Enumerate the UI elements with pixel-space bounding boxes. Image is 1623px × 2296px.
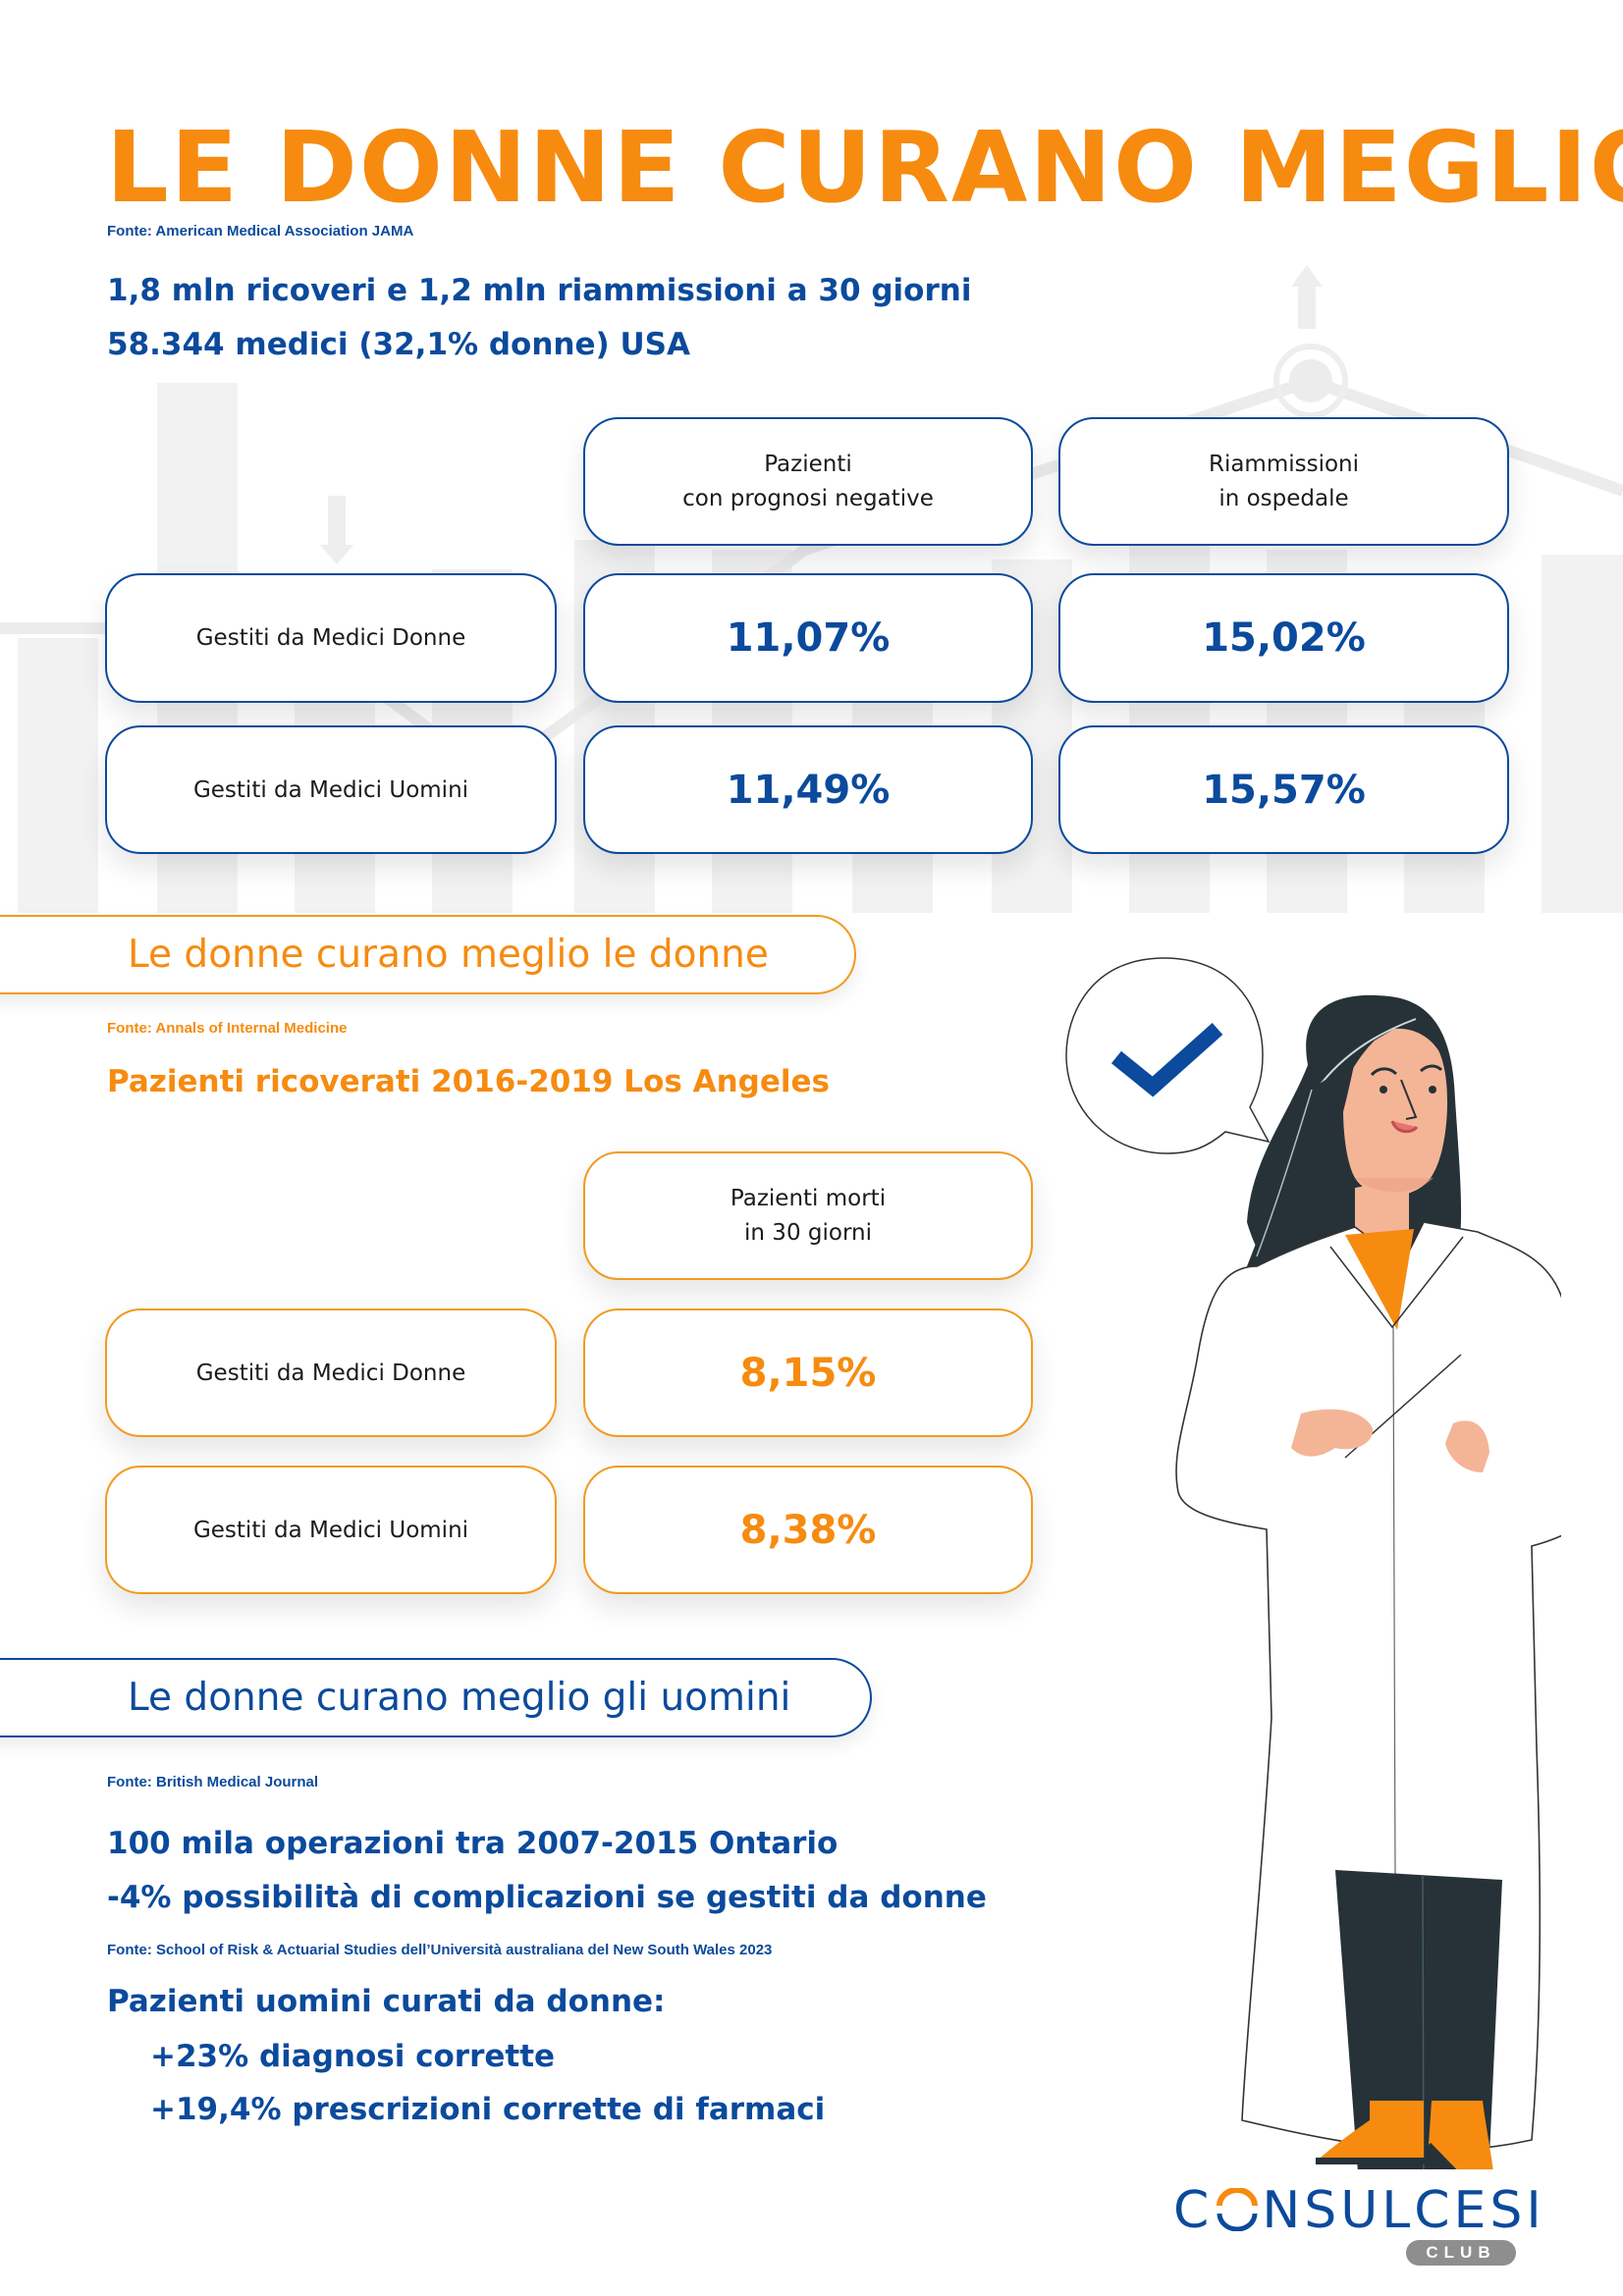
source-jama: Fonte: American Medical Association JAMA bbox=[107, 223, 414, 240]
stat-intro-uomini: Pazienti uomini curati da donne: bbox=[107, 1984, 666, 2019]
row-label-uomini: Gestiti da Medici Uomini bbox=[105, 1466, 557, 1594]
stat-line-2: 58.344 medici (32,1% donne) USA bbox=[107, 327, 690, 362]
column-header-line1: Pazienti morti bbox=[730, 1185, 887, 1211]
source-bmj: Fonte: British Medical Journal bbox=[107, 1774, 319, 1790]
column-header-line2: in 30 giorni bbox=[744, 1219, 872, 1246]
logo-club-badge: CLUB bbox=[1406, 2240, 1516, 2266]
consulcesi-club-logo: C NSULCESI CLUB bbox=[1173, 2181, 1542, 2269]
section-heading-donne-donne: Le donne curano meglio le donne bbox=[0, 915, 856, 994]
row-label: Gestiti da Medici Donne bbox=[195, 625, 466, 651]
value-text: 8,38% bbox=[739, 1507, 877, 1553]
value-text: 8,15% bbox=[739, 1350, 877, 1396]
row-label: Gestiti da Medici Uomini bbox=[192, 776, 469, 803]
value-uomini-morti: 8,38% bbox=[583, 1466, 1033, 1594]
logo-wordmark: C NSULCESI bbox=[1173, 2181, 1545, 2240]
stat-line-ontario: 100 mila operazioni tra 2007-2015 Ontari… bbox=[107, 1826, 839, 1861]
column-header-line2: con prognosi negative bbox=[682, 485, 934, 511]
source-unsw: Fonte: School of Risk & Actuarial Studie… bbox=[107, 1942, 773, 1958]
row-label-donne: Gestiti da Medici Donne bbox=[105, 1308, 557, 1437]
row-label: Gestiti da Medici Uomini bbox=[192, 1517, 469, 1543]
column-header-line2: in ospedale bbox=[1218, 485, 1349, 511]
column-header-riammissioni: Riammissioni in ospedale bbox=[1058, 417, 1509, 546]
value-donne-prognosi: 11,07% bbox=[583, 573, 1033, 703]
value-text: 11,07% bbox=[726, 615, 891, 661]
value-uomini-prognosi: 11,49% bbox=[583, 725, 1033, 854]
stat-bullet-prescrizioni: +19,4% prescrizioni corrette di farmaci bbox=[150, 2092, 826, 2127]
stat-bullet-diagnosi: +23% diagnosi corrette bbox=[150, 2039, 556, 2074]
value-donne-riammissioni: 15,02% bbox=[1058, 573, 1509, 703]
logo-letter-c: C bbox=[1173, 2181, 1214, 2240]
logo-o-icon bbox=[1217, 2187, 1259, 2232]
checkmark-icon bbox=[1110, 1023, 1223, 1097]
section-heading-donne-uomini: Le donne curano meglio gli uomini bbox=[0, 1658, 872, 1737]
value-text: 15,57% bbox=[1202, 767, 1366, 813]
logo-letters: NSULCESI bbox=[1262, 2181, 1545, 2240]
value-text: 11,49% bbox=[726, 767, 891, 813]
row-label: Gestiti da Medici Donne bbox=[195, 1360, 466, 1386]
page-title: LE DONNE CURANO MEGLIO bbox=[106, 110, 1623, 225]
column-header-line1: Pazienti bbox=[764, 451, 852, 477]
section-heading-text: Le donne curano meglio gli uomini bbox=[128, 1676, 791, 1720]
source-annals: Fonte: Annals of Internal Medicine bbox=[107, 1020, 348, 1037]
value-uomini-riammissioni: 15,57% bbox=[1058, 725, 1509, 854]
speech-bubble bbox=[1065, 957, 1271, 1154]
value-donne-morti: 8,15% bbox=[583, 1308, 1033, 1437]
value-text: 15,02% bbox=[1202, 615, 1366, 661]
doctor-illustration bbox=[1065, 957, 1561, 2169]
section-heading-text: Le donne curano meglio le donne bbox=[128, 933, 769, 977]
row-label-uomini: Gestiti da Medici Uomini bbox=[105, 725, 557, 854]
stat-line-los-angeles: Pazienti ricoverati 2016-2019 Los Angele… bbox=[107, 1064, 830, 1099]
row-label-donne: Gestiti da Medici Donne bbox=[105, 573, 557, 703]
stat-line-complicazioni: -4% possibilità di complicazioni se gest… bbox=[107, 1880, 987, 1915]
column-header-line1: Riammissioni bbox=[1208, 451, 1360, 477]
column-header-prognosi: Pazienti con prognosi negative bbox=[583, 417, 1033, 546]
column-header-morti: Pazienti morti in 30 giorni bbox=[583, 1151, 1033, 1280]
stat-line-1: 1,8 mln ricoveri e 1,2 mln riammissioni … bbox=[107, 273, 972, 308]
